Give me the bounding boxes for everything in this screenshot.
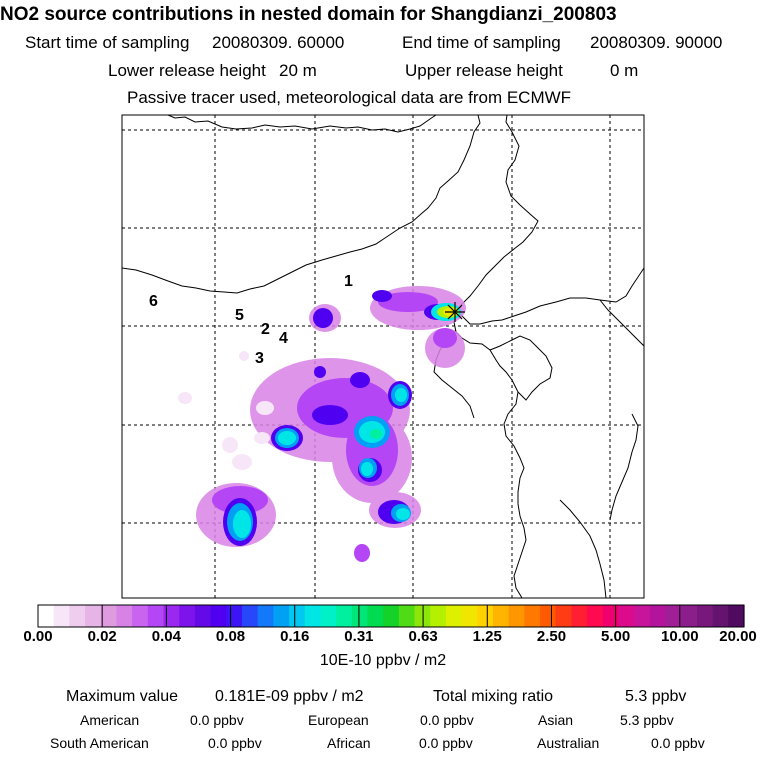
colorbar-cell [681,605,698,627]
region-label-3: 3 [255,350,264,367]
colorbar-tick-label: 1.25 [472,628,502,645]
colorbar-cell [163,605,180,627]
colorbar-cell [38,605,55,627]
max-value: 0.181E-09 ppbv / m2 [215,688,364,705]
receptor-star-x-icon [445,302,465,322]
colorbar-cell [461,605,478,627]
colorbar-cell [555,605,573,627]
start-time-label: Start time of sampling [25,33,190,52]
colorbar-cell [53,605,70,627]
colorbar-cell [492,605,510,627]
colorbar-cell [273,605,290,627]
region-label-4: 4 [279,330,288,347]
colorbar-tick-label: 0.08 [215,628,246,645]
region-american-name: American [80,712,140,728]
total-mixing-value: 5.3 ppbv [625,688,687,705]
colorbar-cell [132,605,149,627]
colorbar-tick-label: 10.00 [661,628,699,645]
colorbar-cell [571,605,588,627]
colorbar-cell [602,605,620,627]
colorbar-cell [147,605,165,627]
colorbar-cell [398,605,416,627]
colorbar-cell [69,605,86,627]
colorbar-cell [649,605,667,627]
colorbar-tick-label: 0.63 [408,628,438,645]
colorbar-tick-label: 0.16 [280,628,310,645]
colorbar-cell [241,605,259,627]
region-american-value: 0.0 ppbv [190,712,244,728]
region-african-value: 0.0 ppbv [419,735,473,751]
colorbar-cell [618,605,635,627]
map-frame [121,114,645,599]
colorbar-cell [289,605,306,627]
colorbar-cell [728,605,745,627]
region-european-value: 0.0 ppbv [420,712,474,728]
colorbar-cell [226,605,243,627]
colorbar-cell [524,605,541,627]
colorbar-cell [320,605,337,627]
colorbar-cell [179,605,196,627]
lower-release-label: Lower release height [108,61,266,80]
colorbar-cell [634,605,651,627]
colorbar-cell [665,605,682,627]
max-value-label: Maximum value [66,688,179,705]
colorbar-tick-label: 0.02 [87,628,117,645]
colorbar-cell [430,605,447,627]
region-african-name: African [327,735,371,751]
colorbar-cell [712,605,729,627]
region-label-1: 1 [344,273,353,290]
end-time-value: 20080309. 90000 [590,33,723,52]
colorbar-cell [210,605,227,627]
colorbar-cell [336,605,353,627]
colorbar-tick-label: 0.00 [23,628,53,645]
colorbar-cell [351,605,369,627]
region-label-6: 6 [149,293,158,310]
region-asian-value: 5.3 ppbv [620,712,674,728]
total-mixing-label: Total mixing ratio [433,688,554,705]
upper-release-label: Upper release height [405,61,563,80]
region-south-american-value: 0.0 ppbv [208,735,262,751]
colorbar-tick-label: 5.00 [601,628,631,645]
region-australian-value: 0.0 ppbv [651,735,705,751]
start-time-value: 20080309. 60000 [212,33,345,52]
colorbar-cell [508,605,525,627]
colorbar-cell [116,605,133,627]
colorbar-cell [477,605,494,627]
upper-release-value: 0 m [610,61,639,80]
colorbar-cell [304,605,321,627]
region-australian-name: Australian [537,735,600,751]
colorbar-cell [257,605,274,627]
region-south-american-name: South American [50,735,149,751]
end-time-label: End time of sampling [402,33,561,52]
colorbar-tick-label: 0.31 [344,628,374,645]
colorbar-cell [367,605,384,627]
colorbar-cell [194,605,212,627]
colorbar-cell [383,605,400,627]
colorbar-tick-label: 20.00 [719,628,757,645]
concentration-plume [178,286,466,562]
colorbar-cell [587,605,604,627]
region-european-name: European [308,712,369,728]
colorbar-cell [696,605,714,627]
lower-release-value: 20 m [279,61,317,80]
plot-title: NO2 source contributions in nested domai… [0,4,617,25]
tracer-note: Passive tracer used, meteorological data… [127,88,572,107]
colorbar-tick-label: 2.50 [536,628,567,645]
region-label-2: 2 [261,321,270,338]
region-label-5: 5 [235,307,244,324]
colorbar-unit: 10E-10 ppbv / m2 [319,652,447,669]
region-asian-name: Asian [538,712,574,728]
map-boundaries [122,115,644,598]
colorbar-tick-label: 0.04 [151,628,181,645]
colorbar-cell [100,605,118,627]
colorbar-cell [85,605,102,627]
colorbar-cell [540,605,557,627]
colorbar-cell [445,605,463,627]
